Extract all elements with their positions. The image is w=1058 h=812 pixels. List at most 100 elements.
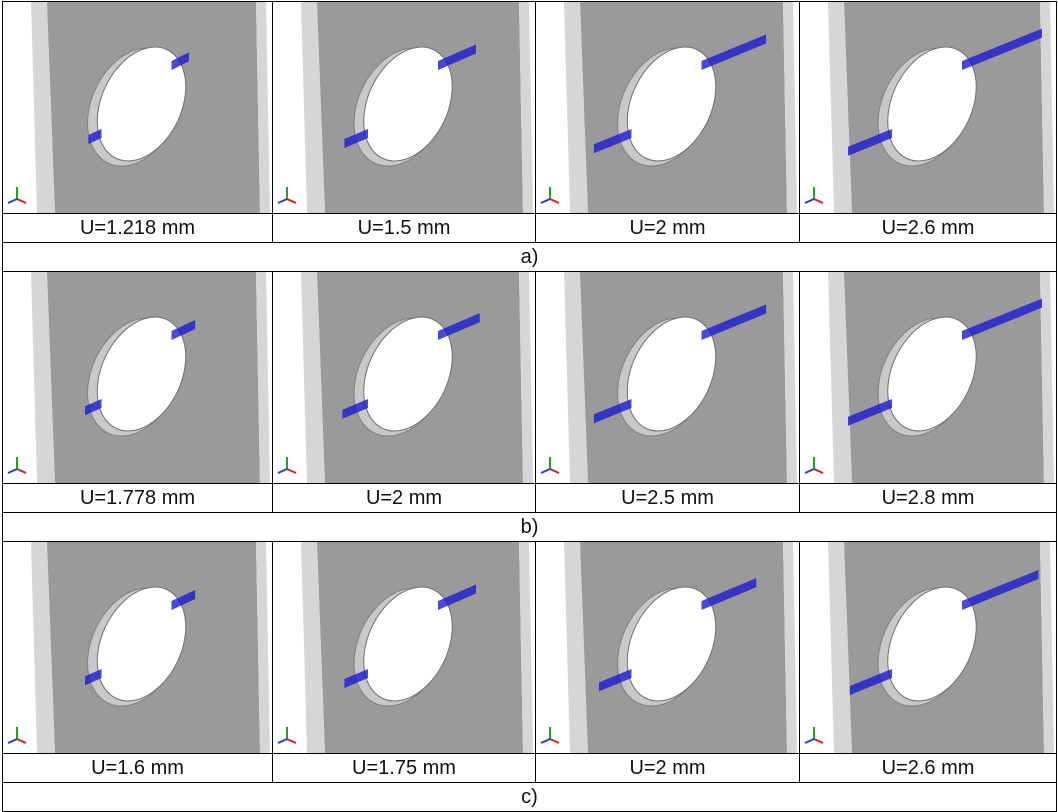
axis-triad-icon: [7, 187, 27, 204]
plate-edge: [1040, 272, 1054, 483]
plate-edge: [519, 272, 533, 483]
simulation-image-cell: [2, 1, 273, 214]
simulation-image-cell: [799, 271, 1057, 484]
crack-left: [88, 129, 102, 144]
label-row: U=1.778 mm U=2 mm U=2.5 mm U=2.8 mm: [2, 483, 1057, 513]
crack-right: [171, 319, 196, 340]
hole: [363, 46, 453, 162]
plate-edge: [564, 2, 588, 213]
caption-row: c): [2, 782, 1057, 812]
axis-triad-icon: [540, 727, 560, 744]
displacement-label: U=1.5 mm: [272, 213, 536, 243]
caption-row: b): [2, 512, 1057, 542]
crack-right: [962, 28, 1042, 71]
axis-triad-icon: [540, 457, 560, 474]
crack-left: [85, 399, 102, 416]
hole: [96, 316, 187, 432]
axis-triad-icon: [804, 187, 824, 204]
simulation-image-cell: [799, 541, 1057, 754]
axis-triad-icon: [7, 457, 27, 474]
simulation-image-cell: [535, 1, 800, 214]
plate-edge: [1040, 542, 1054, 753]
hole: [887, 316, 977, 432]
crack-left: [593, 399, 632, 424]
plate-with-hole-render: [3, 272, 272, 483]
displacement-label: U=2.8 mm: [799, 483, 1057, 513]
axis-triad-icon: [540, 187, 560, 204]
plate-edge: [31, 272, 55, 483]
displacement-label: U=2.6 mm: [799, 213, 1057, 243]
plate-edge: [783, 542, 797, 753]
plate-edge: [564, 542, 588, 753]
displacement-label: U=1.778 mm: [2, 483, 273, 513]
plate-edge: [31, 2, 55, 213]
crack-left: [593, 129, 632, 154]
crack-left: [848, 129, 892, 156]
hole: [887, 46, 977, 162]
hole: [96, 46, 187, 162]
subfigure-caption: c): [2, 782, 1057, 812]
image-row: [2, 271, 1057, 484]
hole: [363, 586, 453, 702]
plate-with-hole-render: [273, 272, 535, 483]
plate-with-hole-render: [536, 272, 799, 483]
displacement-label: U=1.218 mm: [2, 213, 273, 243]
plate-edge: [301, 542, 325, 753]
crack-right: [438, 313, 480, 340]
simulation-image-cell: [2, 271, 273, 484]
subfigure-caption: a): [2, 242, 1057, 272]
displacement-label: U=2.5 mm: [535, 483, 800, 513]
plate-edge: [256, 272, 270, 483]
plate-edge: [256, 542, 270, 753]
simulation-image-cell: [535, 271, 800, 484]
plate-with-hole-render: [800, 2, 1056, 213]
crack-left: [849, 669, 892, 696]
plate-edge: [256, 2, 270, 213]
simulation-image-cell: [272, 1, 536, 214]
hole: [626, 586, 717, 702]
plate-with-hole-render: [536, 542, 799, 753]
plate-with-hole-render: [273, 2, 535, 213]
displacement-label: U=2 mm: [535, 753, 800, 783]
simulation-image-cell: [535, 541, 800, 754]
plate-edge: [301, 272, 325, 483]
crack-left: [344, 129, 368, 148]
plate-edge: [519, 542, 533, 753]
plate-edge: [783, 2, 797, 213]
crack-left: [85, 669, 102, 686]
plate-edge: [1040, 2, 1054, 213]
hole: [363, 316, 453, 432]
plate-edge: [783, 272, 797, 483]
axis-triad-icon: [277, 457, 297, 474]
axis-triad-icon: [277, 187, 297, 204]
crack-right: [438, 584, 476, 610]
simulation-image-cell: [2, 541, 273, 754]
axis-triad-icon: [7, 727, 27, 744]
crack-right: [962, 569, 1039, 610]
plate-edge: [301, 2, 325, 213]
plate-with-hole-render: [800, 542, 1056, 753]
hole: [626, 46, 717, 162]
crack-left: [848, 399, 892, 426]
label-row: U=1.218 mm U=1.5 mm U=2 mm U=2.6 mm: [2, 213, 1057, 243]
plate-with-hole-render: [800, 272, 1056, 483]
plate-with-hole-render: [3, 2, 272, 213]
label-row: U=1.6 mm U=1.75 mm U=2 mm U=2.6 mm: [2, 753, 1057, 783]
hole: [887, 586, 977, 702]
crack-left: [344, 669, 368, 688]
displacement-label: U=2.6 mm: [799, 753, 1057, 783]
simulation-image-cell: [272, 541, 536, 754]
plate-with-hole-render: [536, 2, 799, 213]
plate-edge: [828, 2, 852, 213]
crack-left: [599, 669, 632, 692]
crack-right: [701, 578, 757, 610]
plate-edge: [564, 272, 588, 483]
crack-right: [171, 52, 189, 70]
plate-with-hole-render: [3, 542, 272, 753]
subfigure-caption: b): [2, 512, 1057, 542]
crack-right: [171, 589, 196, 610]
crack-right: [701, 304, 767, 340]
caption-row: a): [2, 242, 1057, 272]
displacement-label: U=2 mm: [535, 213, 800, 243]
